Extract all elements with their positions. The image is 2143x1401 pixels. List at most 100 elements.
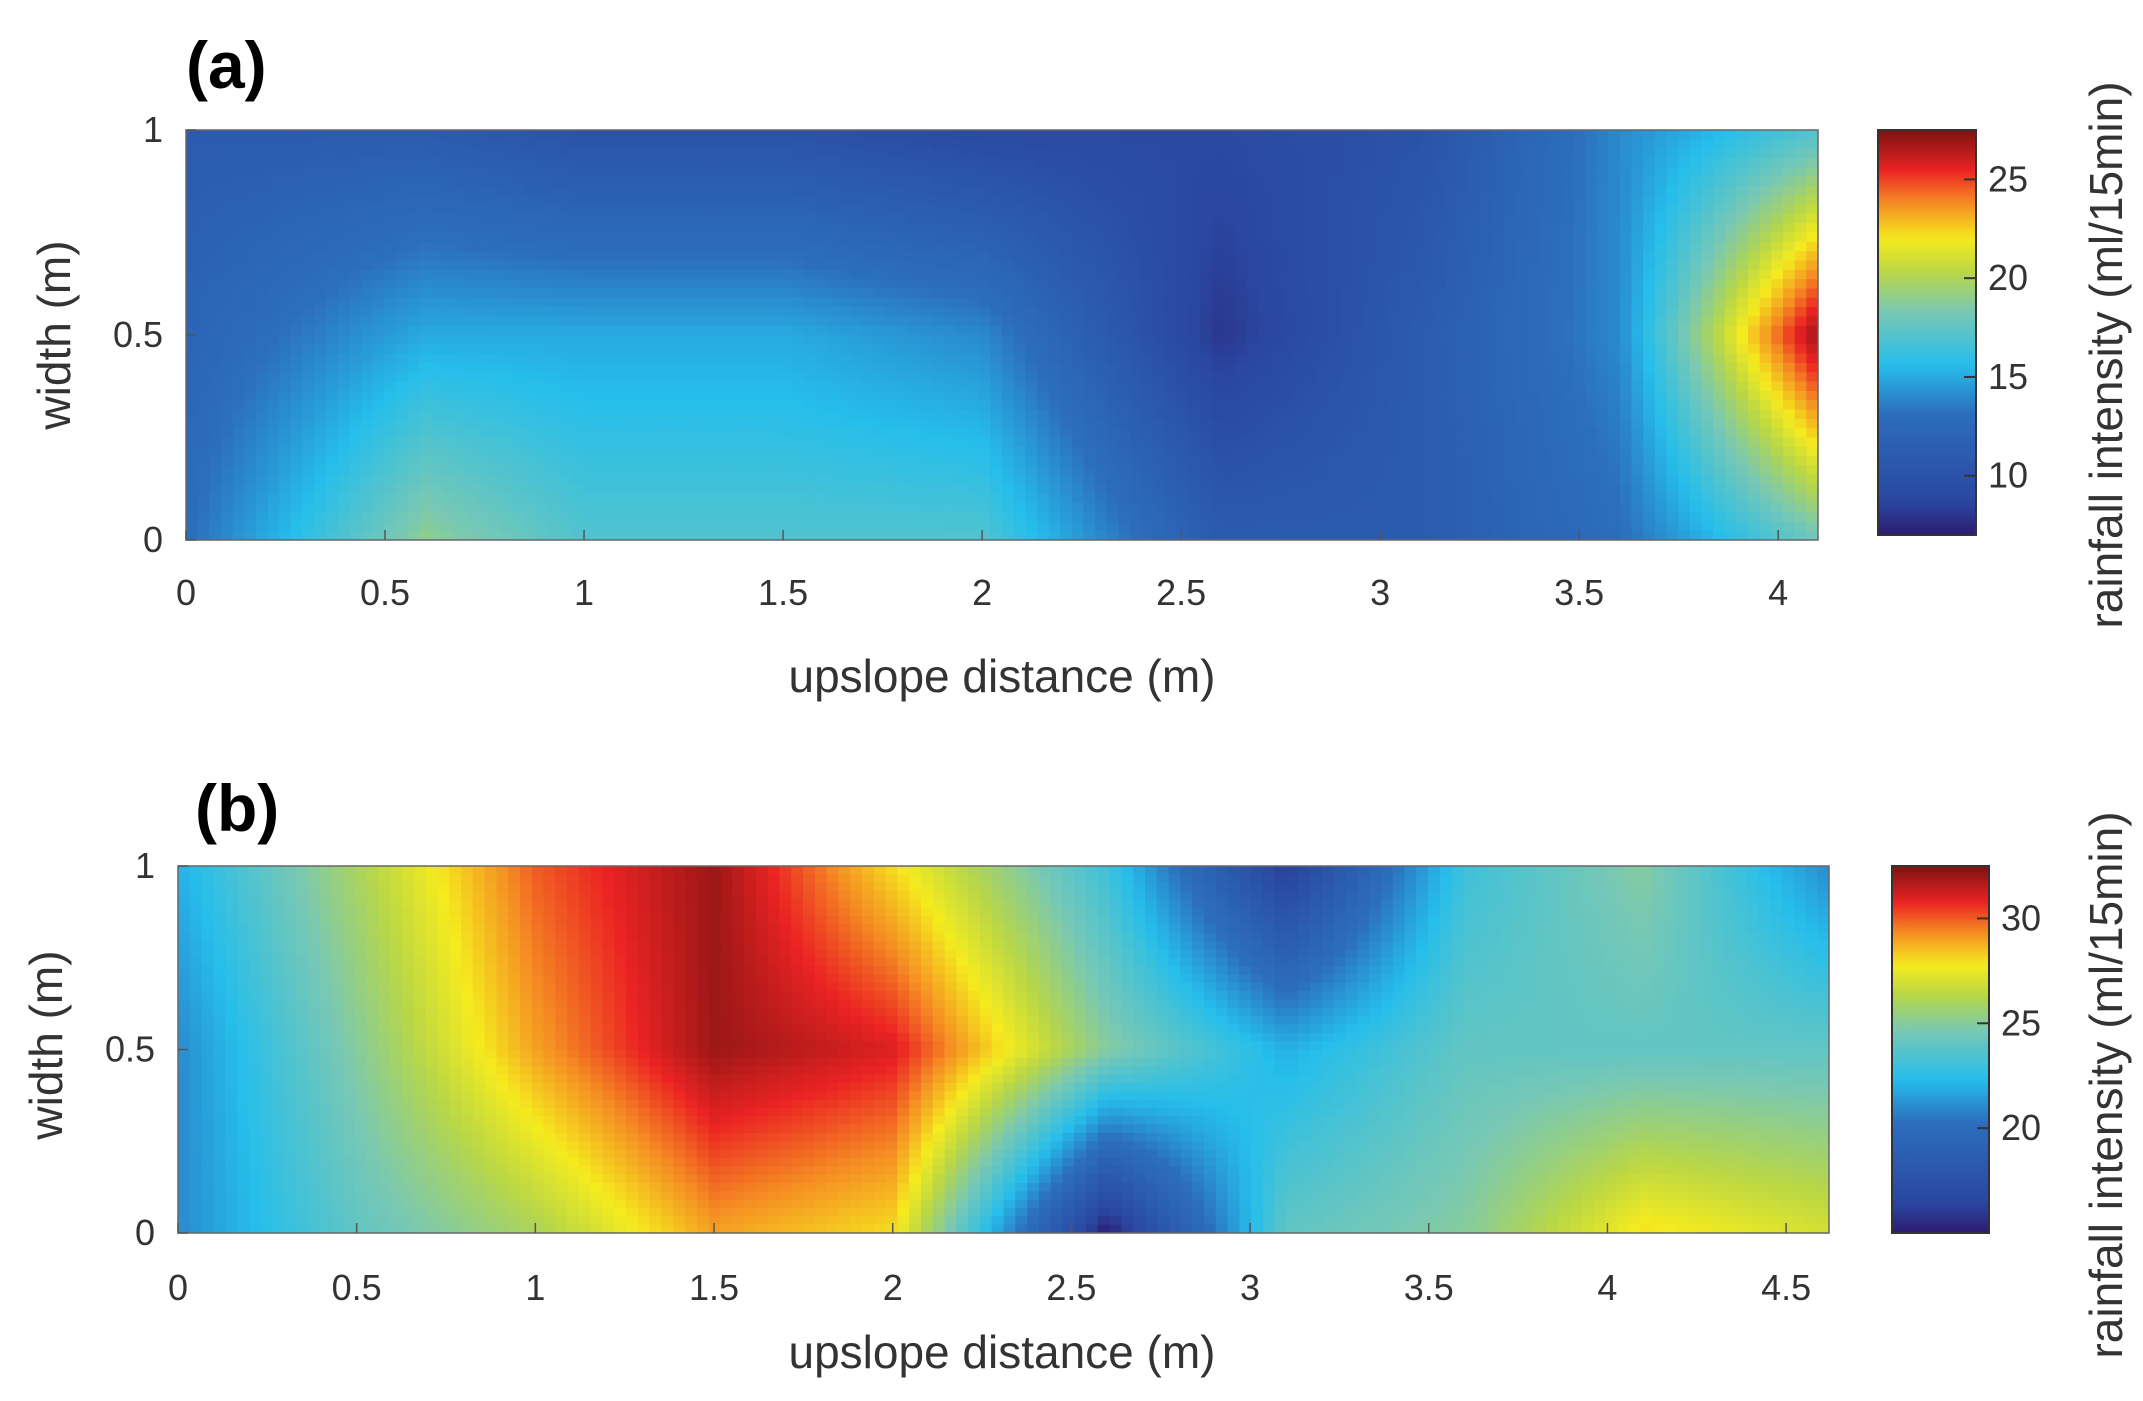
heatmap-cell	[232, 130, 246, 141]
heatmap-cell	[885, 446, 898, 457]
heatmap-cell	[1433, 241, 1446, 252]
heatmap-cell	[1270, 195, 1283, 206]
heatmap-cell	[1783, 167, 1796, 178]
heatmap-cell	[1713, 372, 1726, 383]
heatmap-cell	[1410, 409, 1423, 420]
heatmap-cell	[1444, 269, 1458, 280]
heatmap-cell	[617, 185, 630, 197]
heatmap-cell	[920, 241, 933, 252]
heatmap-cell	[407, 269, 420, 280]
heatmap-cell	[255, 139, 269, 150]
heatmap-cell	[1421, 418, 1435, 429]
heatmap-cell	[1783, 409, 1796, 420]
heatmap-cell	[1468, 279, 1481, 290]
heatmap-cell	[1351, 353, 1365, 364]
heatmap-cell	[1340, 325, 1353, 336]
heatmap-cell	[1223, 130, 1236, 141]
heatmap-cell	[325, 437, 339, 448]
heatmap-cell	[990, 353, 1003, 364]
heatmap-cell	[244, 130, 257, 141]
heatmap-cell	[1631, 130, 1644, 141]
heatmap-cell	[1375, 446, 1388, 457]
heatmap-cell	[454, 157, 467, 169]
heatmap-cell	[186, 307, 199, 318]
heatmap-cell	[465, 307, 479, 318]
heatmap-cell	[1002, 428, 1015, 439]
heatmap-cell	[780, 372, 793, 383]
heatmap-cell	[722, 381, 735, 392]
heatmap-cell	[1701, 297, 1714, 308]
heatmap-cell	[1176, 390, 1190, 402]
heatmap-cell	[1736, 409, 1749, 420]
heatmap-cell	[1759, 279, 1773, 290]
heatmap-cell	[372, 157, 385, 169]
heatmap-cell	[255, 213, 269, 224]
heatmap-cell	[279, 307, 292, 318]
heatmap-cell	[1748, 353, 1761, 364]
heatmap-cell	[1421, 204, 1435, 215]
heatmap-cell	[1095, 437, 1108, 448]
heatmap-cell	[1643, 251, 1656, 262]
heatmap-cell	[1200, 400, 1213, 411]
heatmap-cell	[1538, 362, 1551, 374]
heatmap-cell	[1678, 195, 1691, 206]
heatmap-cell	[768, 325, 782, 336]
heatmap-cell	[1141, 325, 1155, 336]
heatmap-cell	[1806, 316, 1818, 327]
heatmap-cell	[850, 353, 863, 364]
heatmap-cell	[663, 344, 677, 355]
heatmap-cell	[1468, 195, 1481, 206]
heatmap-cell	[628, 269, 642, 280]
heatmap-cell	[1165, 195, 1178, 206]
heatmap-cell	[1806, 223, 1818, 234]
heatmap-cell	[1444, 148, 1458, 159]
heatmap-cell	[908, 297, 922, 308]
heatmap-cell	[1025, 335, 1038, 346]
heatmap-cell	[384, 241, 397, 252]
heatmap-cell	[850, 446, 863, 457]
heatmap-cell	[780, 148, 793, 159]
heatmap-cell	[1421, 297, 1435, 308]
heatmap-cell	[1608, 251, 1621, 262]
heatmap-cell	[384, 362, 397, 374]
heatmap-cell	[885, 307, 898, 318]
heatmap-cell	[349, 260, 362, 271]
heatmap-cell	[1526, 157, 1540, 169]
heatmap-cell	[255, 185, 269, 197]
heatmap-cell	[873, 130, 887, 141]
heatmap-cell	[1246, 297, 1260, 308]
heatmap-cell	[570, 307, 584, 318]
heatmap-cell	[1584, 353, 1598, 364]
heatmap-cell	[1503, 418, 1516, 429]
heatmap-cell	[1538, 167, 1551, 178]
heatmap-cell	[1689, 307, 1703, 318]
heatmap-cell	[1141, 148, 1155, 159]
heatmap-cell	[873, 139, 887, 150]
heatmap-cell	[430, 157, 444, 169]
heatmap-cell	[850, 325, 863, 336]
heatmap-cell	[1549, 437, 1563, 448]
heatmap-cell	[838, 316, 852, 327]
heatmap-cell	[1165, 446, 1178, 457]
heatmap-cell	[290, 279, 304, 290]
heatmap-cell	[1060, 130, 1073, 141]
heatmap-cell	[1759, 446, 1773, 457]
heatmap-cell	[1794, 195, 1808, 206]
heatmap-cell	[675, 418, 689, 429]
heatmap-cell	[1748, 223, 1761, 234]
heatmap-cell	[1759, 213, 1773, 224]
heatmap-cell	[640, 157, 654, 169]
heatmap-cell	[943, 204, 957, 215]
heatmap-cell	[1619, 400, 1633, 411]
heatmap-cell	[1584, 428, 1598, 439]
heatmap-cell	[1118, 325, 1132, 336]
heatmap-cell	[1794, 167, 1808, 178]
heatmap-cell	[722, 260, 735, 271]
heatmap-cell	[1141, 195, 1155, 206]
heatmap-cell	[1503, 362, 1516, 374]
heatmap-cell	[733, 241, 747, 252]
heatmap-cell	[687, 428, 700, 439]
heatmap-cell	[1771, 148, 1784, 159]
heatmap-cell	[1468, 400, 1481, 411]
heatmap-cell	[1363, 428, 1376, 439]
